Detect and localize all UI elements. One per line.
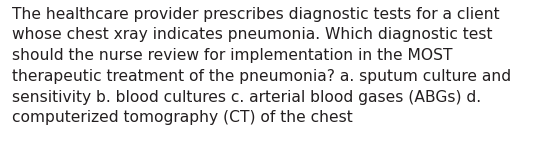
Text: The healthcare provider prescribes diagnostic tests for a client
whose chest xra: The healthcare provider prescribes diagn… (12, 7, 511, 125)
